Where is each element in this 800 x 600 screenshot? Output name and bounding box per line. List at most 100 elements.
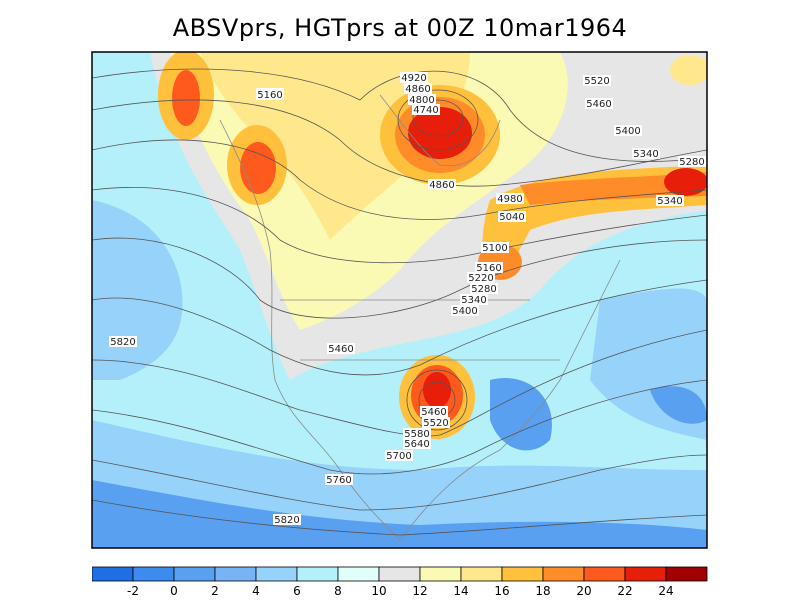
contour-label: 4920	[400, 72, 428, 84]
colorbar-box	[460, 566, 503, 582]
field-south-deep	[92, 480, 707, 548]
contour-label: 5220	[467, 272, 495, 284]
field-ne-yellow	[670, 55, 707, 85]
svg-text:5280: 5280	[471, 284, 496, 295]
colorbar-tick-label: 16	[494, 584, 509, 598]
contour-label: 4860	[428, 179, 456, 191]
svg-text:4860: 4860	[405, 84, 430, 95]
contour-label: 5400	[451, 305, 479, 317]
colorbar-box	[501, 566, 544, 582]
svg-text:5760: 5760	[326, 475, 351, 486]
contour-label: 5520	[422, 417, 450, 429]
colorbar-tick-label: 12	[412, 584, 427, 598]
field-max-nw-core	[172, 70, 200, 126]
contour-label: 5460	[585, 98, 613, 110]
colorbar-tick-label: 8	[334, 584, 342, 598]
colorbar-box	[255, 566, 298, 582]
map-title: ABSVprs, HGTprs at 00Z 10mar1964	[172, 14, 628, 42]
colorbar-box	[173, 566, 216, 582]
contour-label: 5280	[678, 156, 706, 168]
contour-label: 5460	[327, 343, 355, 355]
colorbar-tick-label: 0	[170, 584, 178, 598]
svg-text:5340: 5340	[461, 295, 486, 306]
colorbar-ticks: -2 0 2 4 6 8 10 12 14 16 18 20 22 24	[127, 584, 674, 598]
colorbar-tick-label: 14	[453, 584, 468, 598]
field-jet-max	[664, 168, 707, 196]
colorbar-box	[624, 566, 667, 582]
field-gulf-low	[490, 378, 552, 451]
svg-text:5820: 5820	[110, 337, 135, 348]
svg-text:5040: 5040	[499, 212, 524, 223]
svg-text:4800: 4800	[409, 95, 434, 106]
colorbar-box	[92, 566, 134, 582]
colorbar-box	[419, 566, 462, 582]
svg-text:5160: 5160	[257, 90, 282, 101]
svg-text:5400: 5400	[615, 126, 640, 137]
coastlines	[219, 94, 621, 541]
colorbar-tick-label: 20	[576, 584, 591, 598]
colorbar-tick-label: 24	[658, 584, 673, 598]
svg-text:5340: 5340	[657, 196, 682, 207]
svg-text:5640: 5640	[404, 439, 429, 450]
contour-label: 4800	[408, 94, 436, 106]
contour-label: 5340	[656, 195, 684, 207]
contour-label: 5400	[614, 125, 642, 137]
colorbar-box	[583, 566, 626, 582]
contour-label: 5040	[498, 211, 526, 223]
field-max-hudson-core	[408, 107, 472, 159]
contour-label: 5340	[460, 294, 488, 306]
field-pacific-low	[92, 200, 183, 380]
colorbar-tick-label: 10	[371, 584, 386, 598]
contour-labels: 5160 4920 4860 4800 4740 4860 4980 5040 …	[109, 72, 706, 526]
svg-text:5520: 5520	[423, 418, 448, 429]
contour-label: 5160	[256, 88, 284, 101]
colorbar-tick-label: 22	[617, 584, 632, 598]
field-ne-gray	[605, 52, 685, 100]
colorbar-box	[665, 566, 708, 582]
contour-label: 5160	[475, 262, 503, 274]
contour-label: 5820	[273, 514, 301, 526]
svg-text:5520: 5520	[584, 76, 609, 87]
contour-label: 5580	[403, 428, 431, 440]
contour-label: 4980	[496, 193, 524, 205]
colorbar-tick-label: 4	[252, 584, 260, 598]
map-field	[92, 52, 707, 548]
field-max-bc-core	[240, 142, 276, 194]
svg-text:5460: 5460	[328, 344, 353, 355]
svg-text:5160: 5160	[476, 263, 501, 274]
colorbar-box	[542, 566, 585, 582]
svg-text:5220: 5220	[468, 273, 493, 284]
svg-text:5820: 5820	[274, 515, 299, 526]
svg-text:4920: 4920	[401, 73, 426, 84]
contour-label: 5520	[583, 75, 611, 87]
svg-text:4980: 4980	[497, 194, 522, 205]
contour-label: 4860	[404, 83, 432, 95]
svg-text:5700: 5700	[386, 451, 411, 462]
contour-label: 5460	[420, 406, 448, 418]
contour-label: 4740	[412, 104, 440, 116]
svg-text:5100: 5100	[482, 243, 507, 254]
colorbar-box	[296, 566, 339, 582]
colorbar-box	[214, 566, 257, 582]
contour-label: 5700	[385, 450, 413, 462]
contour-label: 5640	[403, 438, 431, 450]
field-ne-low	[650, 386, 707, 424]
svg-text:5580: 5580	[404, 429, 429, 440]
height-contours	[92, 68, 707, 536]
contour-label: 5760	[325, 474, 353, 486]
contour-label: 5100	[481, 242, 509, 254]
colorbar-box	[132, 566, 175, 582]
colorbar: -2 0 2 4 6 8 10 12 14 16 18 20 22 24	[92, 566, 708, 598]
contour-label: 5340	[632, 148, 660, 160]
colorbar-box	[337, 566, 380, 582]
field-max-south-core	[423, 372, 451, 408]
colorbar-tick-label: 6	[293, 584, 301, 598]
svg-text:5400: 5400	[452, 306, 477, 317]
colorbar-tick-label: -2	[127, 584, 139, 598]
svg-text:4860: 4860	[429, 180, 454, 191]
svg-text:5460: 5460	[421, 407, 446, 418]
colorbar-tick-label: 2	[211, 584, 219, 598]
colorbar-boxes	[92, 566, 708, 582]
contour-label: 5820	[109, 336, 137, 348]
